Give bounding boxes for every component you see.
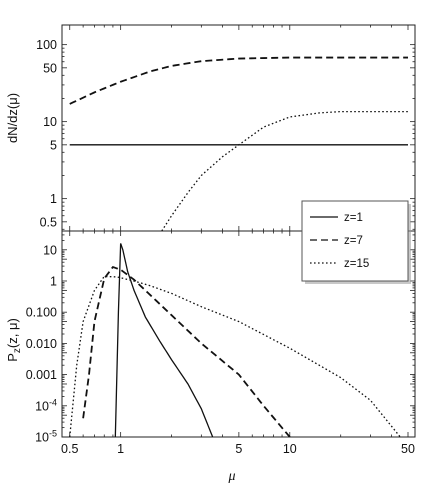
top-y-axis-title: dN/dz(μ) — [5, 93, 20, 143]
y-tick-label: 0.100 — [26, 306, 57, 320]
x-tick-label: 0.5 — [61, 442, 78, 456]
x-tick-label: 10 — [283, 442, 297, 456]
y-tick-label: 5 — [50, 138, 57, 152]
legend-box — [301, 200, 409, 282]
y-tick-label: 10 — [43, 115, 57, 129]
y-tick-label: 10 — [43, 243, 57, 257]
series-line-z-7 — [69, 56, 408, 105]
x-tick-label: 50 — [401, 442, 415, 456]
bottom-y-axis-title-rest: (z, μ) — [5, 318, 20, 348]
bottom-y-axis-title-main: P — [5, 353, 20, 362]
series-line-z-1 — [114, 243, 214, 437]
top-panel: 0.5 1 5 10 50 100 — [36, 24, 416, 232]
y-tick-label: 1 — [50, 274, 57, 288]
x-tick-label: 5 — [235, 442, 242, 456]
plot-frame-top — [61, 24, 416, 232]
series-line-z-15 — [161, 110, 408, 231]
x-axis-title: μ — [227, 469, 235, 484]
y-tick-label: 10-5 — [35, 429, 57, 445]
y-tick-label: 0.001 — [26, 368, 57, 382]
y-tick-label: 50 — [43, 61, 57, 75]
bottom-y-axis-title-sub: z — [12, 348, 23, 353]
y-tick-label: 100 — [36, 38, 57, 52]
y-tick-label: 0.5 — [40, 215, 57, 229]
x-tick-label: 1 — [117, 442, 124, 456]
y-tick-label: 0.010 — [26, 337, 57, 351]
bottom-panel: 10-5 10-4 0.001 0.010 0.100 1 10 0.5 1 5 10 50 — [26, 230, 416, 456]
legend-label: z=7 — [344, 235, 363, 247]
legend-label: z=1 — [344, 212, 363, 224]
legend: z=1 z=7 z=15 — [301, 200, 411, 284]
y-tick-label: 1 — [50, 192, 57, 206]
series-line-z-7 — [82, 265, 291, 437]
y-tick-label: 10-4 — [35, 397, 57, 413]
legend-label: z=15 — [344, 258, 369, 270]
bottom-y-axis-title: Pz(z, μ) — [5, 318, 23, 362]
